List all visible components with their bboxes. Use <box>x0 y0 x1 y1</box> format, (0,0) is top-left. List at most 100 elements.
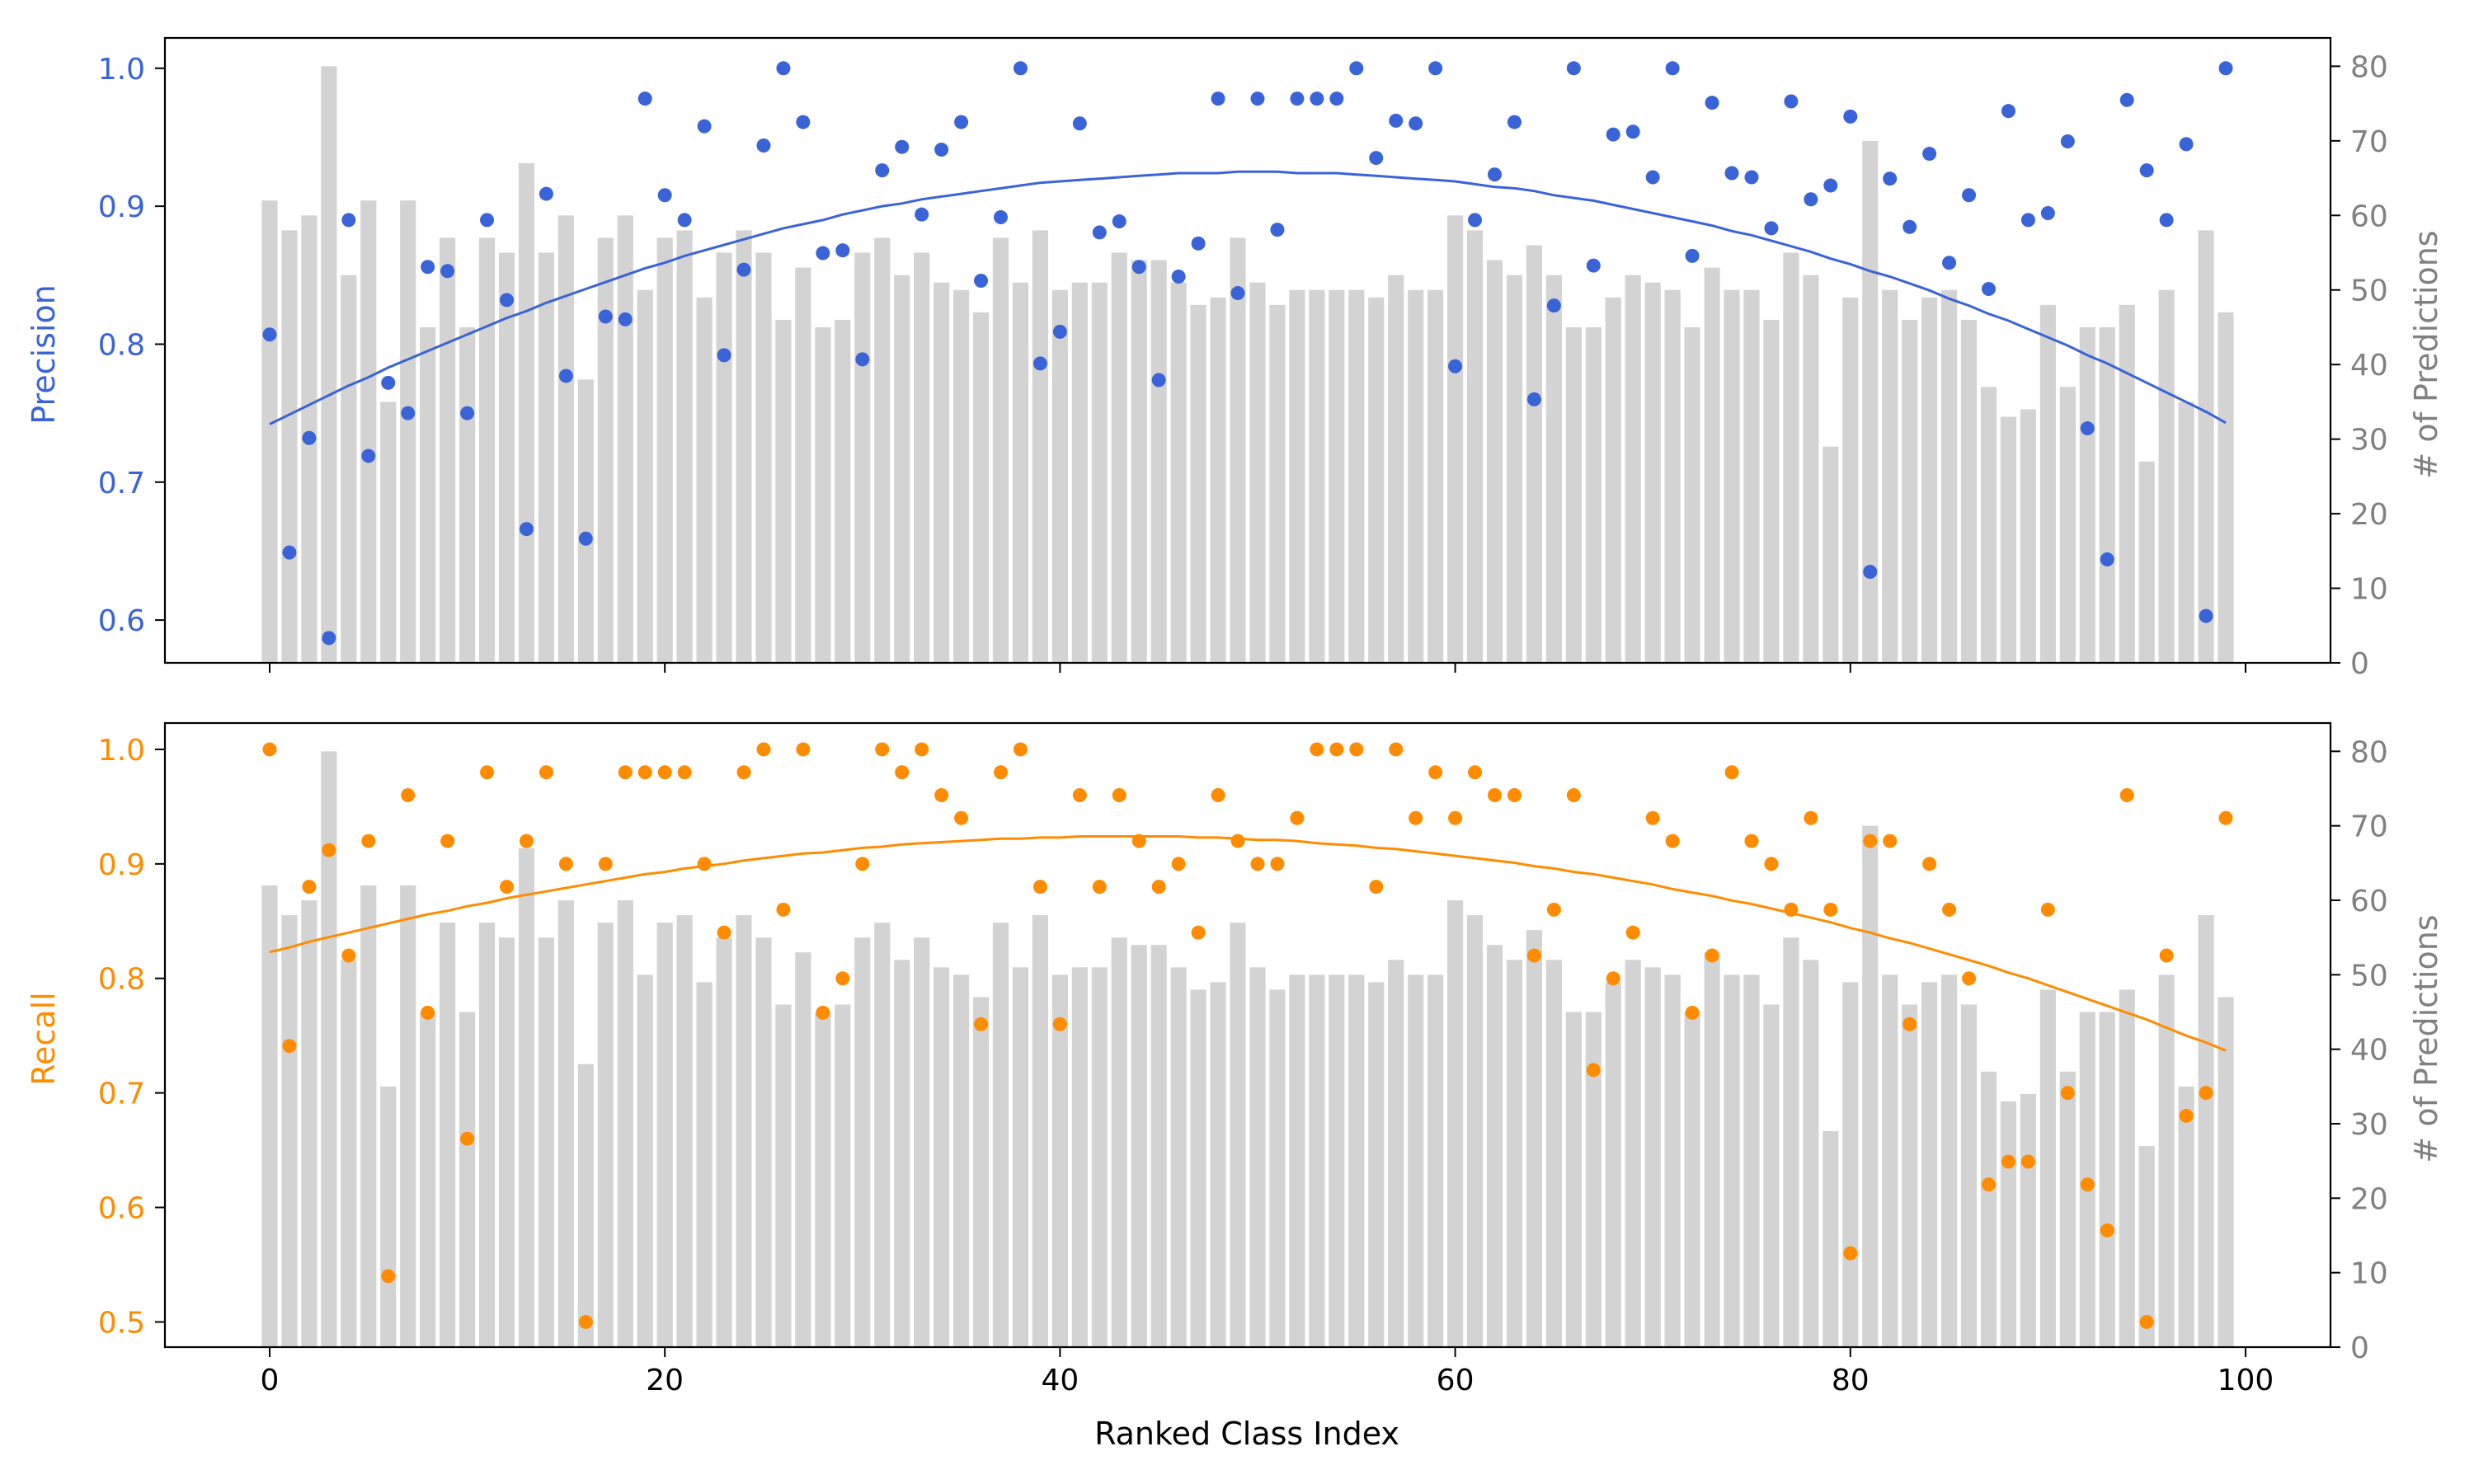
recall-prediction-bar <box>1921 982 1938 1347</box>
recall-prediction-bar <box>1743 974 1760 1347</box>
recall-prediction-bar <box>1526 930 1543 1347</box>
recall-prediction-bar <box>2020 1093 2036 1347</box>
precision-prediction-bar <box>1032 230 1049 663</box>
predictions-tick-label: 70 <box>2350 810 2388 844</box>
recall-point <box>1468 765 1483 780</box>
recall-point <box>1290 810 1305 825</box>
precision-point <box>875 163 890 178</box>
recall-prediction-bar <box>1684 1012 1700 1347</box>
recall-point <box>954 810 969 825</box>
precision-prediction-bar <box>1980 387 1997 663</box>
recall-axes: 0 20 40 60 80 100 0.5 0.6 0.7 0.8 0.9 1.0 0 10 20 30 40 5… <box>98 721 2388 1397</box>
precision-trend <box>269 170 2227 425</box>
precision-point <box>618 312 633 326</box>
recall-point <box>1052 1017 1067 1031</box>
precision-prediction-bar <box>696 297 713 663</box>
recall-prediction-bar <box>1565 1012 1582 1347</box>
predictions-tick-label: 70 <box>2350 125 2388 159</box>
recall-predictions-axis-label: # of Predictions <box>2408 914 2444 1162</box>
precision-point <box>1883 171 1898 186</box>
recall-prediction-bar <box>2178 1086 2194 1347</box>
recall-point <box>598 857 613 871</box>
recall-point <box>1625 925 1640 940</box>
precision-point <box>1151 373 1166 387</box>
recall-point <box>2001 1154 2015 1169</box>
recall-prediction-bar <box>1664 974 1681 1347</box>
recall-prediction-bar <box>617 899 633 1347</box>
precision-prediction-bar <box>281 230 298 663</box>
recall-prediction-bar <box>1545 960 1562 1347</box>
recall-prediction-bar <box>1051 974 1068 1347</box>
recall-point <box>2159 948 2174 963</box>
recall-point <box>915 742 929 757</box>
recall-prediction-bar <box>518 848 535 1347</box>
precision-point <box>1903 219 1917 234</box>
precision-panel: 0.6 0.7 0.8 0.9 1.0 0 10 20 30 40 50 60 70 80 Precisi… <box>26 36 2444 681</box>
recall-point <box>381 1269 396 1284</box>
precision-prediction-bar <box>835 319 851 663</box>
precision-prediction-bar <box>2218 312 2234 663</box>
recall-prediction-bar <box>1388 960 1404 1347</box>
recall-prediction-bar <box>301 899 317 1347</box>
precision-point <box>736 262 751 277</box>
recall-point <box>1744 834 1759 848</box>
precision-point <box>1507 115 1522 129</box>
recall-point <box>440 834 455 848</box>
precision-point <box>598 309 613 324</box>
recall-prediction-bar <box>1210 982 1226 1347</box>
precision-prediction-bar <box>874 237 891 663</box>
recall-point <box>1863 834 1878 848</box>
recall-prediction-bar <box>1882 974 1898 1347</box>
recall-prediction-bar <box>1348 974 1365 1347</box>
recall-point <box>1409 810 1423 825</box>
precision-point <box>1448 359 1463 373</box>
recall-point <box>1883 834 1898 848</box>
precision-point <box>322 631 336 646</box>
predictions-tick-label: 50 <box>2350 275 2388 308</box>
recall-prediction-bar <box>755 937 772 1347</box>
precision-prediction-bar <box>2079 326 2095 663</box>
recall-point <box>322 843 336 857</box>
precision-y-tick-label: 0.8 <box>98 328 145 362</box>
precision-prediction-bar <box>1466 230 1484 663</box>
recall-prediction-bar <box>420 1012 436 1347</box>
recall-point <box>1211 788 1225 803</box>
predictions-tick-label: 80 <box>2350 735 2388 769</box>
precision-prediction-bar <box>1269 304 1286 663</box>
recall-point <box>1369 880 1384 895</box>
precision-point <box>578 531 593 546</box>
predictions-tick-label: 20 <box>2350 498 2388 532</box>
recall-prediction-bars <box>261 751 2234 1347</box>
recall-point <box>1013 742 1028 757</box>
predictions-tick-label: 10 <box>2350 1257 2388 1291</box>
precision-point <box>1310 92 1324 106</box>
precision-point <box>1764 221 1779 236</box>
recall-prediction-bar <box>1111 937 1127 1347</box>
recall-point <box>875 742 890 757</box>
precision-point <box>440 264 455 279</box>
recall-y-tick-label: 0.7 <box>98 1078 145 1111</box>
precision-point <box>1112 214 1126 229</box>
precision-prediction-bar <box>1289 289 1305 663</box>
precision-prediction-bar <box>637 289 653 663</box>
precision-point <box>1092 225 1107 240</box>
precision-prediction-bar <box>1625 275 1641 663</box>
recall-prediction-bar <box>1230 923 1246 1347</box>
precision-prediction-bar <box>1743 289 1760 663</box>
recall-point <box>2040 902 2055 917</box>
recall-point <box>697 857 712 871</box>
precision-point <box>776 61 791 76</box>
precision-prediction-bar <box>815 326 831 663</box>
x-tick-label: 60 <box>1437 1364 1475 1397</box>
recall-prediction-bar <box>992 923 1009 1347</box>
recall-prediction-bar <box>459 1012 476 1347</box>
precision-prediction-bar <box>261 200 278 663</box>
precision-point <box>1468 213 1483 228</box>
precision-point <box>1942 256 1957 270</box>
recall-point <box>1665 834 1680 848</box>
precision-prediction-bar <box>1348 289 1365 663</box>
recall-prediction-bar <box>1862 825 1879 1347</box>
recall-point <box>1112 788 1126 803</box>
recall-point <box>1962 971 1977 986</box>
